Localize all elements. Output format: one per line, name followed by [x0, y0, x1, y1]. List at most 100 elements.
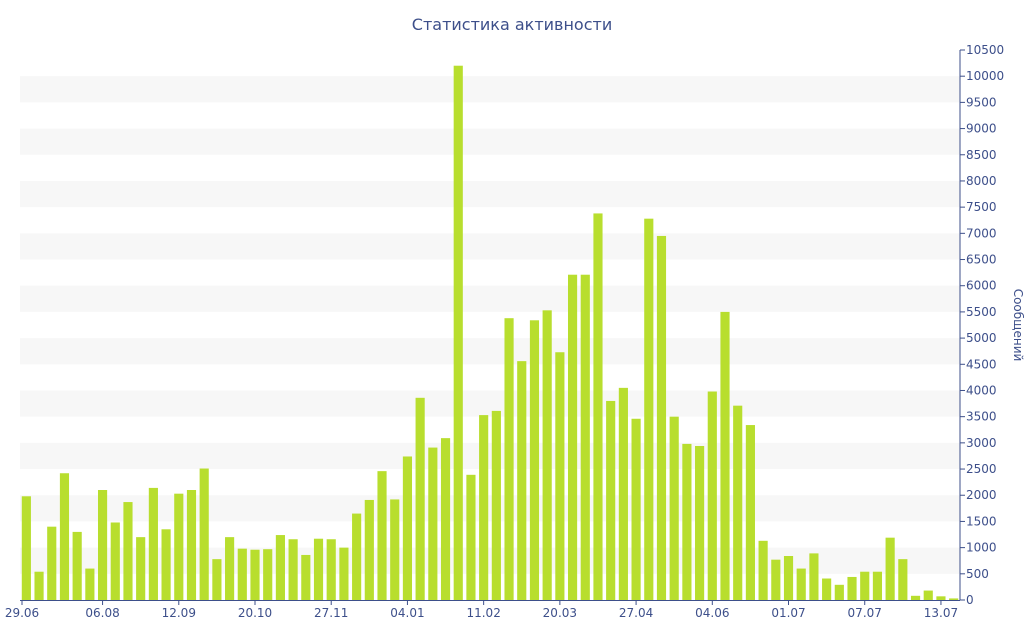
y-tick-label: 3000	[966, 436, 997, 450]
y-tick-label: 7000	[966, 226, 997, 240]
y-tick-label: 3500	[966, 410, 997, 424]
bar	[237, 548, 247, 600]
bar	[390, 499, 400, 600]
x-tick-label: 29.06	[5, 606, 39, 620]
bar	[504, 318, 514, 600]
bar	[910, 595, 921, 600]
bar	[593, 213, 603, 600]
bar	[809, 553, 819, 600]
bar	[47, 526, 57, 600]
y-tick-label: 5000	[966, 331, 997, 345]
y-tick-label: 4500	[966, 357, 997, 371]
bar	[466, 474, 476, 600]
bar	[364, 499, 374, 600]
y-tick-label: 1000	[966, 541, 997, 555]
y-tick-label: 9000	[966, 122, 997, 136]
y-tick-label: 8500	[966, 148, 997, 162]
bar	[72, 531, 82, 600]
bar	[377, 471, 387, 600]
grid-band	[20, 338, 960, 365]
bar	[415, 397, 425, 600]
bar	[796, 568, 806, 600]
bar	[288, 539, 298, 600]
grid-band	[20, 233, 960, 260]
y-tick-label: 6000	[966, 279, 997, 293]
grid-band	[20, 495, 960, 522]
bar	[326, 539, 336, 600]
bar	[822, 578, 832, 600]
bar	[542, 310, 552, 600]
x-tick-label: 01.07	[771, 606, 805, 620]
bar	[275, 535, 285, 600]
bar	[860, 571, 870, 600]
grid-band	[20, 547, 960, 574]
bar	[656, 235, 667, 600]
bar	[479, 415, 489, 600]
bar	[644, 218, 654, 601]
y-tick-label: 5500	[966, 305, 997, 319]
y-tick-label: 10500	[966, 43, 1004, 57]
bar	[707, 391, 717, 600]
bar	[529, 320, 540, 600]
x-tick-label: 04.06	[695, 606, 729, 620]
bar	[21, 496, 31, 600]
bar	[618, 387, 628, 600]
bar	[872, 571, 883, 600]
y-tick-label: 7500	[966, 200, 997, 214]
bar	[301, 554, 311, 600]
bar	[352, 513, 362, 600]
y-tick-label: 2000	[966, 488, 997, 502]
bar	[847, 576, 857, 600]
grid-band	[20, 285, 960, 312]
grid-band	[20, 442, 960, 470]
bar	[225, 537, 235, 600]
x-tick-label: 12.09	[162, 606, 196, 620]
bar	[34, 571, 44, 600]
bar	[148, 487, 158, 600]
y-tick-label: 10000	[966, 69, 1004, 83]
y-tick-label: 500	[966, 567, 989, 581]
bar	[631, 418, 641, 600]
bar	[428, 447, 438, 600]
bar	[110, 522, 120, 600]
bar	[161, 529, 171, 600]
bar	[885, 537, 895, 600]
bar	[555, 352, 565, 600]
y-tick-label: 8000	[966, 174, 997, 188]
bar	[339, 547, 349, 600]
x-tick-label: 13.07	[924, 606, 958, 620]
x-tick-label: 20.03	[543, 606, 577, 620]
x-tick-label: 07.07	[848, 606, 882, 620]
y-tick-label: 2500	[966, 462, 997, 476]
bar	[250, 549, 260, 600]
bar	[313, 538, 324, 600]
bar	[923, 590, 933, 600]
bar	[669, 416, 679, 600]
bar	[199, 468, 209, 600]
bar	[606, 400, 616, 600]
bar	[402, 456, 413, 600]
x-tick-label: 20.10	[238, 606, 272, 620]
bar	[567, 274, 578, 600]
bar	[85, 568, 95, 600]
grid-band	[20, 390, 960, 417]
bar	[136, 537, 146, 600]
bar	[580, 274, 590, 600]
bar	[695, 446, 705, 600]
grid-band	[20, 76, 960, 103]
bar	[440, 438, 451, 600]
bar	[491, 410, 501, 600]
y-tick-label: 6500	[966, 253, 997, 267]
bar	[186, 490, 197, 600]
bar	[174, 493, 184, 600]
bar	[936, 596, 946, 600]
bar	[212, 559, 222, 600]
grid-band	[20, 180, 960, 208]
bar	[682, 443, 692, 600]
bar	[898, 559, 908, 600]
bar	[733, 405, 743, 600]
bar	[834, 584, 844, 600]
bar	[949, 598, 959, 600]
